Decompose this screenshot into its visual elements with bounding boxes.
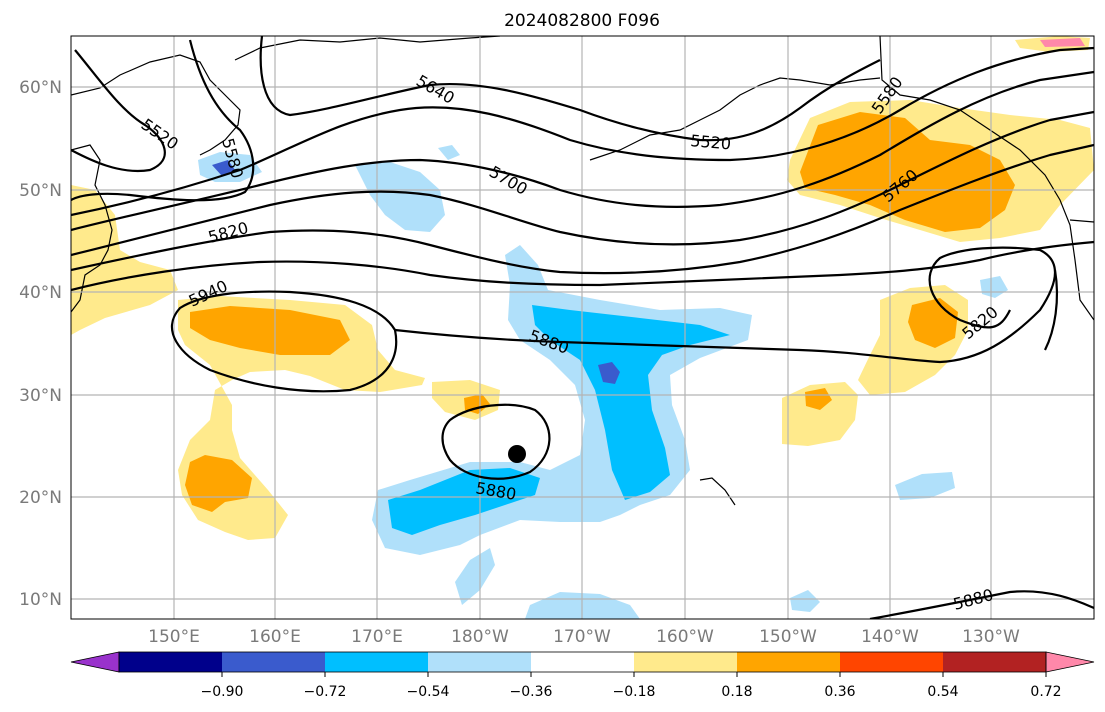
colorbar-tick-label: −0.18	[613, 684, 656, 700]
contour-5520-main	[259, 36, 881, 142]
lon-label: 130°W	[962, 627, 1020, 647]
lon-label: 150°E	[148, 627, 200, 647]
shading-negative-bottom-1	[455, 548, 495, 605]
contour-label: 5520	[690, 131, 732, 153]
contour-5640	[71, 70, 1094, 232]
coastline-border	[1069, 219, 1094, 223]
colorbar-tick-label: −0.90	[201, 684, 244, 700]
contour-5880-south	[441, 403, 551, 480]
shading-strong-positive-west-pacific	[190, 306, 350, 355]
contour-5760	[71, 143, 1094, 275]
colorbar-segment	[531, 652, 635, 672]
coastline-alaska-south	[589, 77, 881, 161]
gridlines	[71, 36, 1094, 619]
lat-label: 30°N	[19, 386, 62, 406]
lat-label: 20°N	[19, 488, 62, 508]
colorbar-tick-label: 0.36	[824, 684, 855, 700]
colorbar-tick-label: −0.36	[510, 684, 553, 700]
lat-label: 60°N	[19, 78, 62, 98]
coastline-north-america	[879, 36, 1094, 321]
lat-label: 10°N	[19, 590, 62, 610]
shading-negative-small	[438, 145, 460, 160]
shading-negative-bottom-3	[790, 590, 820, 612]
longitude-axis: 150°E 160°E 170°E 180°W 170°W 160°W 150°…	[148, 627, 1020, 647]
contour-5520-west	[71, 49, 166, 173]
colorbar-extend-min	[70, 651, 120, 673]
colorbar-segment	[222, 652, 326, 672]
shading-strong-positive-alaska	[800, 112, 1015, 232]
colorbar-tick-label: 0.72	[1030, 684, 1061, 700]
contour-5580-main	[71, 46, 1094, 217]
lat-label: 50°N	[19, 181, 62, 201]
colorbar-segment	[325, 652, 429, 672]
shading-moderate-negative-south	[388, 468, 540, 535]
colorbar-frame	[118, 651, 1047, 673]
colorbar-segment	[119, 652, 223, 672]
lon-label: 150°W	[759, 627, 817, 647]
shading-strong-negative-central	[598, 362, 620, 384]
colorbar-segment	[634, 652, 738, 672]
shading-strong-positive-south	[185, 455, 252, 512]
height-contours	[71, 36, 1094, 619]
contour-5580-west	[71, 39, 255, 202]
contour-5820	[71, 240, 1094, 292]
colorbar: −0.90 −0.72 −0.54 −0.36 −0.18 0.18 0.36 0.54 0.7…	[70, 651, 1095, 700]
contour-5820-east	[1044, 269, 1059, 351]
shading-positive-east-2	[782, 382, 858, 446]
colorbar-tick-label: −0.54	[407, 684, 450, 700]
map-panel: 5520 5580 5640 5520 5580 5700 5760 5820 …	[70, 35, 1095, 620]
coastline-japan	[71, 144, 113, 313]
map-frame	[70, 35, 1095, 620]
contour-5880-main	[394, 246, 1056, 364]
latitude-axis: 60°N 50°N 40°N 30°N 20°N 10°N	[19, 78, 62, 610]
colorbar-segment	[428, 652, 532, 672]
contour-5700	[71, 110, 1094, 257]
lon-label: 170°W	[553, 627, 611, 647]
shading-strong-positive-north-edge	[1040, 38, 1085, 47]
contour-5940	[170, 290, 398, 393]
coastline-kamchatka	[71, 54, 241, 156]
chart-title: 2024082800 F096	[504, 11, 660, 31]
lat-label: 40°N	[19, 283, 62, 303]
lon-label: 180°W	[451, 627, 509, 647]
lon-label: 160°W	[656, 627, 714, 647]
colorbar-tick-label: −0.72	[304, 684, 347, 700]
coastline-siberia	[234, 36, 501, 61]
colorbar-segment	[737, 652, 841, 672]
lon-label: 170°E	[351, 627, 403, 647]
colorbar-tick-label: 0.54	[927, 684, 958, 700]
colorbar-segment	[840, 652, 944, 672]
shading-negative-east	[895, 472, 955, 500]
lon-label: 160°E	[249, 627, 301, 647]
colorbar-tick-label: 0.18	[721, 684, 752, 700]
shading-strong-positive-east-2	[805, 388, 832, 410]
colorbar-segment	[943, 652, 1047, 672]
shading-strong-negative-kamchatka	[212, 160, 235, 176]
storm-center-marker	[508, 445, 526, 463]
contour-5880-southeast	[869, 590, 1094, 619]
colorbar-extend-max	[1045, 651, 1095, 673]
lon-label: 140°W	[861, 627, 919, 647]
